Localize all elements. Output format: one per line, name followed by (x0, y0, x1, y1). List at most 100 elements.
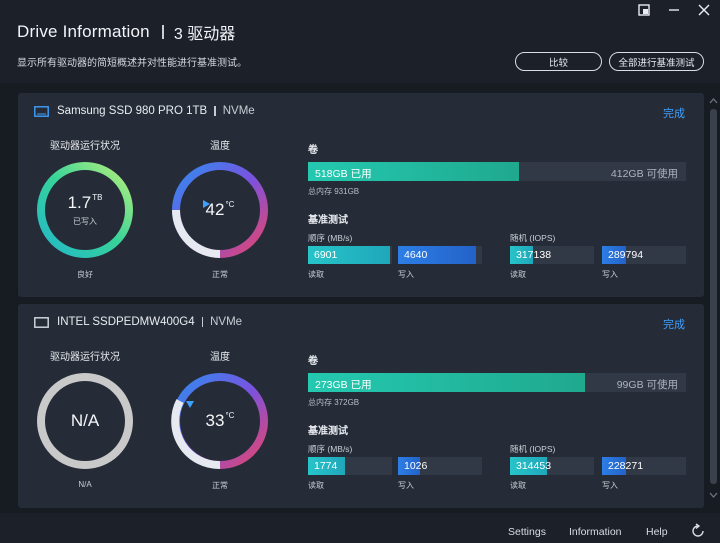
seq-read-fill (308, 457, 345, 475)
drive-interface: NVMe (222, 105, 255, 117)
sequential-label: 顺序 (MB/s) (308, 233, 353, 243)
seq-read-caption: 读取 (308, 481, 324, 490)
drive-name: Samsung SSD 980 PRO 1TB (57, 105, 208, 117)
temperature-gauge: 温度 33°C (170, 348, 270, 491)
seq-write-fill (398, 457, 420, 475)
temperature-value: 33 (205, 411, 225, 430)
volume-bar: 518GB 已用 412GB 可使用 (308, 162, 686, 181)
drive-name: INTEL SSDPEDMW400G4 (57, 316, 195, 328)
rand-write-caption: 写入 (602, 270, 618, 279)
rand-read-caption: 读取 (510, 481, 526, 490)
volume-free-text: 412GB 可使用 (610, 168, 678, 180)
temperature-label: 温度 (210, 141, 230, 152)
temperature-marker-icon (203, 200, 210, 208)
health-value: N/A (70, 411, 100, 430)
temperature-unit: °C (225, 200, 235, 209)
seq-read-fill (308, 246, 391, 264)
temperature-value-wrap: 33°C (206, 411, 235, 431)
done-link[interactable]: 完成 (663, 108, 685, 120)
random-group: 随机 (IOPS) (510, 232, 555, 244)
volume-total: 总内存 372GB (308, 398, 360, 407)
drive-header: Samsung SSD 980 PRO 1TB NVMe (34, 105, 255, 117)
settings-link[interactable]: Settings (508, 526, 546, 538)
drive-header-divider (214, 106, 216, 116)
temperature-marker-icon (186, 401, 194, 408)
temperature-ring (172, 162, 268, 258)
rand-write-bar: 228271 (602, 457, 686, 475)
temperature-status: 正常 (212, 270, 228, 279)
benchmark-title: 基准测试 (308, 426, 348, 437)
restore-icon (638, 4, 650, 16)
seq-read-value: 6901 (314, 249, 338, 261)
rand-read-fill (510, 457, 547, 475)
seq-write-caption: 写入 (398, 270, 414, 279)
benchmark-row: 顺序 (MB/s) 6901 读取 4640 写入 随机 (IOPS) 31 (308, 232, 688, 288)
seq-write-caption: 写入 (398, 481, 414, 490)
temperature-unit: °C (225, 411, 235, 420)
volume-used-text: 518GB 已用 (315, 168, 372, 180)
monitor-icon (34, 105, 49, 117)
drive-card-samsung: Samsung SSD 980 PRO 1TB NVMe 完成 驱动器运行状况 (18, 93, 704, 297)
volume-title: 卷 (308, 145, 318, 156)
temperature-status: 正常 (212, 481, 228, 490)
benchmark-title: 基准测试 (308, 215, 348, 226)
volume-used-text: 273GB 已用 (315, 379, 372, 391)
help-link[interactable]: Help (646, 526, 668, 538)
drive-interface: NVMe (210, 316, 243, 328)
health-value: 1.7 (67, 193, 92, 212)
random-label: 随机 (IOPS) (510, 233, 556, 243)
sequential-group: 顺序 (MB/s) (308, 232, 352, 244)
temperature-gauge: 温度 42°C (170, 137, 270, 280)
restore-button[interactable] (636, 2, 652, 18)
health-status: N/A (78, 480, 92, 489)
volume-total: 总内存 931GB (308, 187, 360, 196)
seq-write-value: 4640 (404, 249, 428, 261)
seq-write-bar: 4640 (398, 246, 482, 264)
volume-used-fill (308, 373, 586, 392)
health-label: 驱动器运行状况 (50, 352, 120, 363)
page-subtitle: 显示所有驱动器的简短概述并对性能进行基准测试。 (17, 58, 247, 69)
close-button[interactable] (696, 2, 712, 18)
rand-read-bar: 317138 (510, 246, 594, 264)
health-gauge: 驱动器运行状况 N/A N/A (35, 348, 135, 489)
sequential-group: 顺序 (MB/s) (308, 443, 352, 455)
monitor-icon (34, 316, 49, 328)
seq-write-value: 1026 (404, 460, 428, 472)
rand-read-value: 314453 (516, 460, 552, 472)
compare-button[interactable]: 比较 (515, 52, 602, 71)
temperature-value: 42 (205, 200, 225, 219)
benchmark-all-button[interactable]: 全部进行基准测试 (609, 52, 704, 71)
minimize-button[interactable] (666, 2, 682, 18)
volume-title: 卷 (308, 356, 318, 367)
rand-read-bar: 314453 (510, 457, 594, 475)
seq-read-bar: 6901 (308, 246, 392, 264)
close-icon (698, 4, 710, 16)
health-ring (37, 373, 133, 469)
health-value-wrap: 1.7TB (68, 193, 103, 213)
title-divider (161, 25, 164, 39)
scrollbar[interactable] (708, 95, 718, 505)
drive-header: INTEL SSDPEDMW400G4 NVMe (34, 316, 242, 328)
random-group: 随机 (IOPS) (510, 443, 555, 455)
drive-details: 卷 273GB 已用 99GB 可使用 总内存 372GB 基准测试 顺序 (M… (308, 352, 688, 499)
benchmark-row: 顺序 (MB/s) 1774 读取 1026 写入 随机 (IOPS) 31 (308, 443, 688, 499)
health-value-wrap: N/A (71, 411, 99, 431)
drive-list: Samsung SSD 980 PRO 1TB NVMe 完成 驱动器运行状况 (0, 83, 720, 513)
health-label: 驱动器运行状况 (50, 141, 120, 152)
random-label: 随机 (IOPS) (510, 444, 556, 454)
rand-write-fill (602, 457, 627, 475)
title-row: Drive Information 3 驱动器 (17, 20, 235, 44)
volume-used-fill (308, 162, 519, 181)
health-gauge: 驱动器运行状况 1.7TB 已写入 良好 (35, 137, 135, 280)
scroll-up-icon[interactable] (709, 97, 718, 105)
drive-header-divider (201, 317, 204, 327)
information-link[interactable]: Information (569, 526, 622, 538)
refresh-icon[interactable] (690, 523, 706, 539)
drive-details: 卷 518GB 已用 412GB 可使用 总内存 931GB 基准测试 顺序 (… (308, 141, 688, 288)
minimize-icon (669, 9, 679, 11)
rand-read-fill (510, 246, 533, 264)
scroll-thumb[interactable] (710, 109, 717, 484)
scroll-down-icon[interactable] (709, 491, 718, 499)
done-link[interactable]: 完成 (663, 319, 685, 331)
temperature-value-wrap: 42°C (206, 200, 235, 220)
